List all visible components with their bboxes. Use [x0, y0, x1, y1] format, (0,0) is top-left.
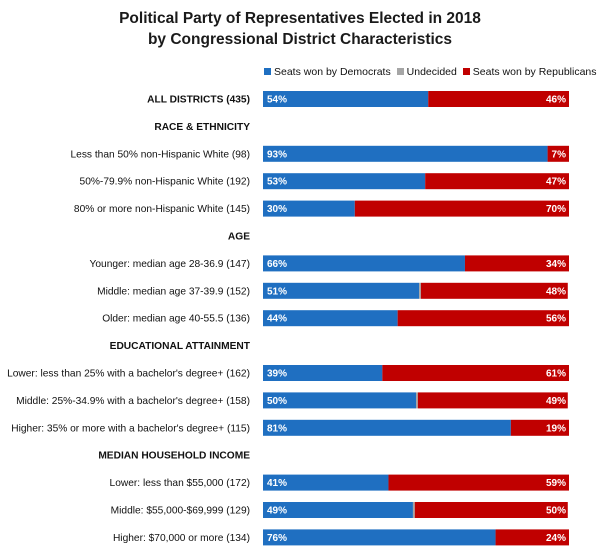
bar-segment-republicans: [547, 145, 569, 162]
row-label: 50%-79.9% non-Hispanic White (192): [80, 177, 250, 188]
data-label-democrats: 39%: [267, 369, 287, 380]
bar-segment-democrats: [263, 502, 413, 518]
section-heading: AGE: [228, 232, 250, 243]
bar-segment-democrats: [263, 310, 398, 327]
row-label: Middle: 25%-34.9% with a bachelor's degr…: [16, 396, 250, 407]
data-label-republicans: 7%: [552, 149, 567, 160]
data-label-democrats: 50%: [267, 396, 287, 407]
bar-segment-democrats: [263, 474, 389, 491]
data-label-republicans: 59%: [546, 478, 566, 489]
data-label-democrats: 49%: [267, 506, 287, 517]
row-label: Middle: median age 37-39.9 (152): [97, 286, 250, 297]
bar-segment-democrats: [263, 365, 383, 381]
row-label: Lower: less than 25% with a bachelor's d…: [7, 369, 250, 380]
data-label-democrats: 53%: [267, 177, 287, 188]
bar-segment-republicans: [397, 310, 569, 327]
legend-swatch-republicans: [462, 68, 470, 75]
legend-item-republicans: Seats won by Republicans: [462, 66, 597, 78]
bar-segment-democrats: [263, 419, 511, 436]
bar-segment-undecided: [419, 282, 421, 299]
data-label-republicans: 19%: [546, 423, 566, 434]
bar-segment-democrats: [263, 529, 496, 546]
legend-label-undecided: Undecided: [406, 66, 457, 78]
data-label-republicans: 34%: [546, 259, 566, 270]
row-label: Middle: $55,000-$69,999 (129): [111, 506, 250, 517]
bar-segment-undecided: [412, 502, 415, 518]
row-label: Younger: median age 28-36.9 (147): [90, 259, 250, 270]
legend-swatch-democrats: [264, 68, 271, 75]
section-heading: EDUCATIONAL ATTAINMENT: [110, 341, 251, 352]
data-label-democrats: 54%: [267, 95, 287, 106]
section-heading: RACE & ETHNICITY: [154, 122, 250, 133]
bar-segment-republicans: [414, 502, 568, 518]
data-label-republicans: 46%: [546, 95, 566, 106]
data-label-republicans: 49%: [546, 396, 566, 407]
legend-item-democrats: Seats won by Democrats: [264, 66, 391, 78]
row-label: Older: median age 40-55.5 (136): [102, 314, 250, 325]
bar-segment-democrats: [263, 173, 426, 190]
row-label: Higher: $70,000 or more (134): [113, 533, 250, 544]
data-label-democrats: 51%: [267, 286, 287, 297]
bar-segment-democrats: [263, 145, 548, 162]
bar-segment-republicans: [388, 474, 569, 491]
data-label-republicans: 47%: [546, 177, 566, 188]
data-label-democrats: 44%: [267, 314, 287, 325]
legend-label-republicans: Seats won by Republicans: [472, 66, 597, 78]
legend-swatch-undecided: [396, 68, 404, 75]
chart-subtitle: by Congressional District Characteristic…: [147, 31, 453, 48]
bar-segment-democrats: [263, 282, 420, 299]
row-label: Higher: 35% or more with a bachelor's de…: [11, 423, 250, 434]
bar-segment-republicans: [417, 392, 568, 409]
row-label: Lower: less than $55,000 (172): [110, 478, 250, 489]
chart-legend: Seats won by Democrats Undecided Seats w…: [264, 66, 600, 78]
bar-segment-republicans: [420, 282, 568, 299]
bar-segment-republicans: [464, 255, 569, 272]
legend-item-undecided: Undecided: [396, 66, 457, 78]
bar-segment-republicans: [354, 200, 569, 217]
bar-segment-republicans: [425, 173, 569, 190]
data-label-republicans: 61%: [546, 369, 566, 380]
section-heading: MEDIAN HOUSEHOLD INCOME: [98, 451, 250, 462]
data-label-democrats: 41%: [267, 478, 287, 489]
legend-label-democrats: Seats won by Democrats: [274, 66, 391, 78]
bar-segment-democrats: [263, 91, 429, 107]
row-label: ALL DISTRICTS (435): [147, 95, 250, 106]
chart-title: Political Party of Representatives Elect…: [119, 10, 481, 27]
bar-segment-democrats: [263, 200, 355, 217]
data-label-republicans: 48%: [546, 286, 566, 297]
bar-segment-republicans: [495, 529, 569, 546]
data-label-republicans: 56%: [546, 314, 566, 325]
row-label: 80% or more non-Hispanic White (145): [74, 204, 250, 215]
data-label-republicans: 50%: [546, 506, 566, 517]
data-label-democrats: 66%: [267, 259, 287, 270]
bar-segment-undecided: [416, 392, 418, 409]
data-label-democrats: 30%: [267, 204, 287, 215]
bar-segment-democrats: [263, 392, 416, 409]
bar-segment-republicans: [428, 91, 569, 107]
bar-segment-democrats: [263, 255, 465, 272]
bar-segment-republicans: [382, 365, 569, 381]
data-label-democrats: 76%: [267, 533, 287, 544]
data-label-republicans: 70%: [546, 204, 566, 215]
data-label-democrats: 93%: [267, 149, 287, 160]
data-label-democrats: 81%: [267, 423, 287, 434]
row-label: Less than 50% non-Hispanic White (98): [70, 149, 250, 160]
bar-segment-republicans: [510, 419, 569, 436]
chart-title-block: Political Party of Representatives Elect…: [0, 8, 600, 50]
data-label-republicans: 24%: [546, 533, 566, 544]
